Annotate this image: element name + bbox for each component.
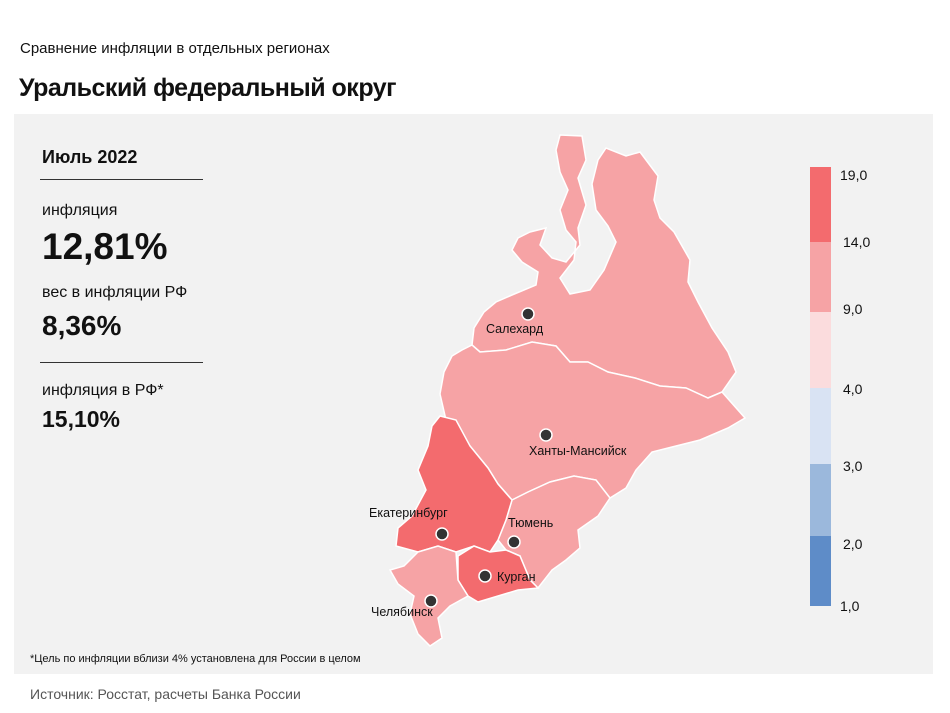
source-note: Источник: Росстат, расчеты Банка России	[30, 686, 301, 702]
legend: 19,0 14,0 9,0 4,0 3,0 2,0 1,0	[810, 167, 870, 614]
page-subtitle: Сравнение инфляции в отдельных регионах	[20, 40, 330, 57]
divider-bottom	[40, 362, 203, 363]
legend-tick-19: 19,0	[840, 167, 867, 183]
period-label: Июль 2022	[42, 147, 138, 167]
page-title: Уральский федеральный округ	[19, 74, 397, 102]
city-label-kurgan: Курган	[497, 570, 536, 584]
city-marker-yekaterinburg	[435, 527, 449, 541]
weight-value: 8,36%	[42, 310, 122, 341]
legend-band-9-14	[810, 242, 831, 312]
city-marker-salekhard	[521, 307, 535, 321]
legend-band-14-19	[810, 167, 831, 242]
city-marker-khanty-mansiysk	[539, 428, 553, 442]
inflation-label: инфляция	[42, 202, 118, 219]
inflation-value: 12,81%	[42, 226, 168, 267]
city-marker-tyumen	[507, 535, 521, 549]
divider-top	[40, 179, 203, 180]
legend-tick-1: 1,0	[840, 598, 860, 614]
legend-tick-9: 9,0	[843, 301, 863, 317]
footnote: *Цель по инфляции вблизи 4% установлена …	[30, 653, 361, 665]
city-label-tyumen: Тюмень	[508, 516, 553, 530]
city-marker-kurgan	[478, 569, 492, 583]
legend-band-2-3	[810, 464, 831, 536]
legend-tick-3: 3,0	[843, 458, 863, 474]
city-label-yekaterinburg: Екатеринбург	[369, 506, 448, 520]
city-label-chelyabinsk: Челябинск	[371, 605, 433, 619]
city-marker-chelyabinsk	[424, 594, 438, 608]
legend-band-1-2	[810, 536, 831, 606]
rf-inflation-value: 15,10%	[42, 406, 121, 432]
legend-band-4-9	[810, 312, 831, 388]
rf-inflation-label: инфляция в РФ*	[42, 382, 164, 399]
legend-band-3-4	[810, 388, 831, 464]
city-label-salekhard: Салехард	[486, 322, 544, 336]
weight-label: вес в инфляции РФ	[42, 284, 188, 301]
legend-tick-14: 14,0	[843, 234, 870, 250]
legend-tick-2: 2,0	[843, 536, 863, 552]
region-tyumen	[497, 475, 611, 590]
legend-tick-4: 4,0	[843, 381, 863, 397]
city-label-khanty-mansiysk: Ханты-Мансийск	[529, 444, 627, 458]
